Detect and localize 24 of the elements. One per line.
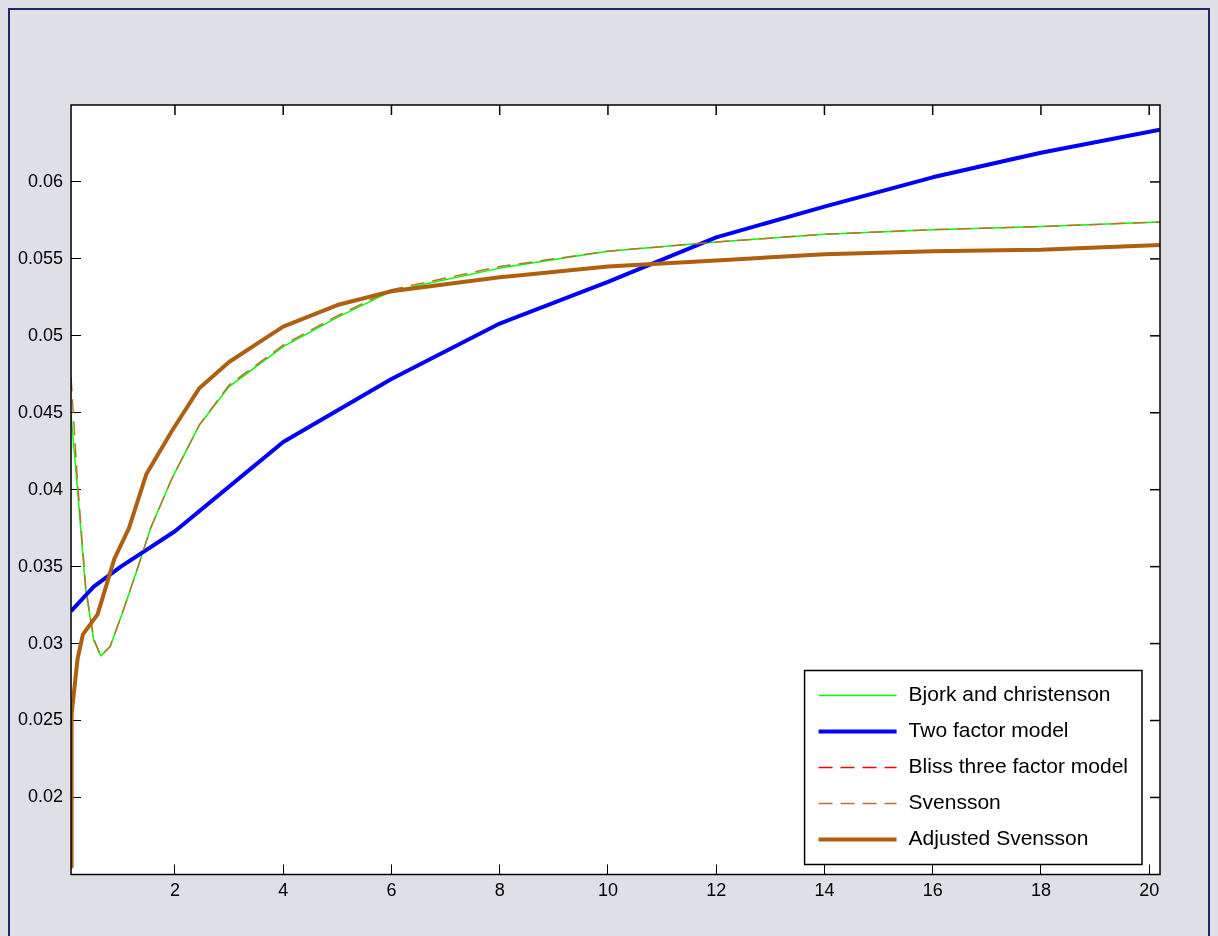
- legend-label: Two factor model: [908, 718, 1069, 742]
- x-tick-label: 20: [1139, 880, 1160, 901]
- legend-label: Svensson: [908, 790, 1001, 814]
- x-tick-label: 2: [169, 880, 180, 901]
- x-tick-label: 12: [706, 880, 727, 901]
- y-tick-label: 0.045: [18, 401, 64, 422]
- x-tick-label: 8: [494, 880, 505, 901]
- legend-label: Bjork and christenson: [908, 682, 1111, 706]
- y-tick-label: 0.06: [28, 170, 64, 191]
- y-tick-label: 0.055: [18, 247, 64, 268]
- x-tick-label: 14: [814, 880, 835, 901]
- y-tick-label: 0.03: [28, 632, 64, 653]
- x-tick-label: 10: [597, 880, 618, 901]
- x-tick-label: 4: [278, 880, 289, 901]
- x-tick-label: 6: [386, 880, 397, 901]
- y-tick-label: 0.025: [18, 709, 64, 730]
- y-tick-label: 0.05: [28, 324, 64, 345]
- x-tick-label: 16: [922, 880, 943, 901]
- legend-label: Bliss three factor model: [908, 754, 1129, 778]
- y-tick-label: 0.035: [18, 555, 64, 576]
- y-tick-label: 0.02: [28, 786, 64, 807]
- y-tick-label: 0.04: [28, 478, 64, 499]
- legend-label: Adjusted Svensson: [908, 826, 1089, 850]
- x-tick-label: 18: [1030, 880, 1051, 901]
